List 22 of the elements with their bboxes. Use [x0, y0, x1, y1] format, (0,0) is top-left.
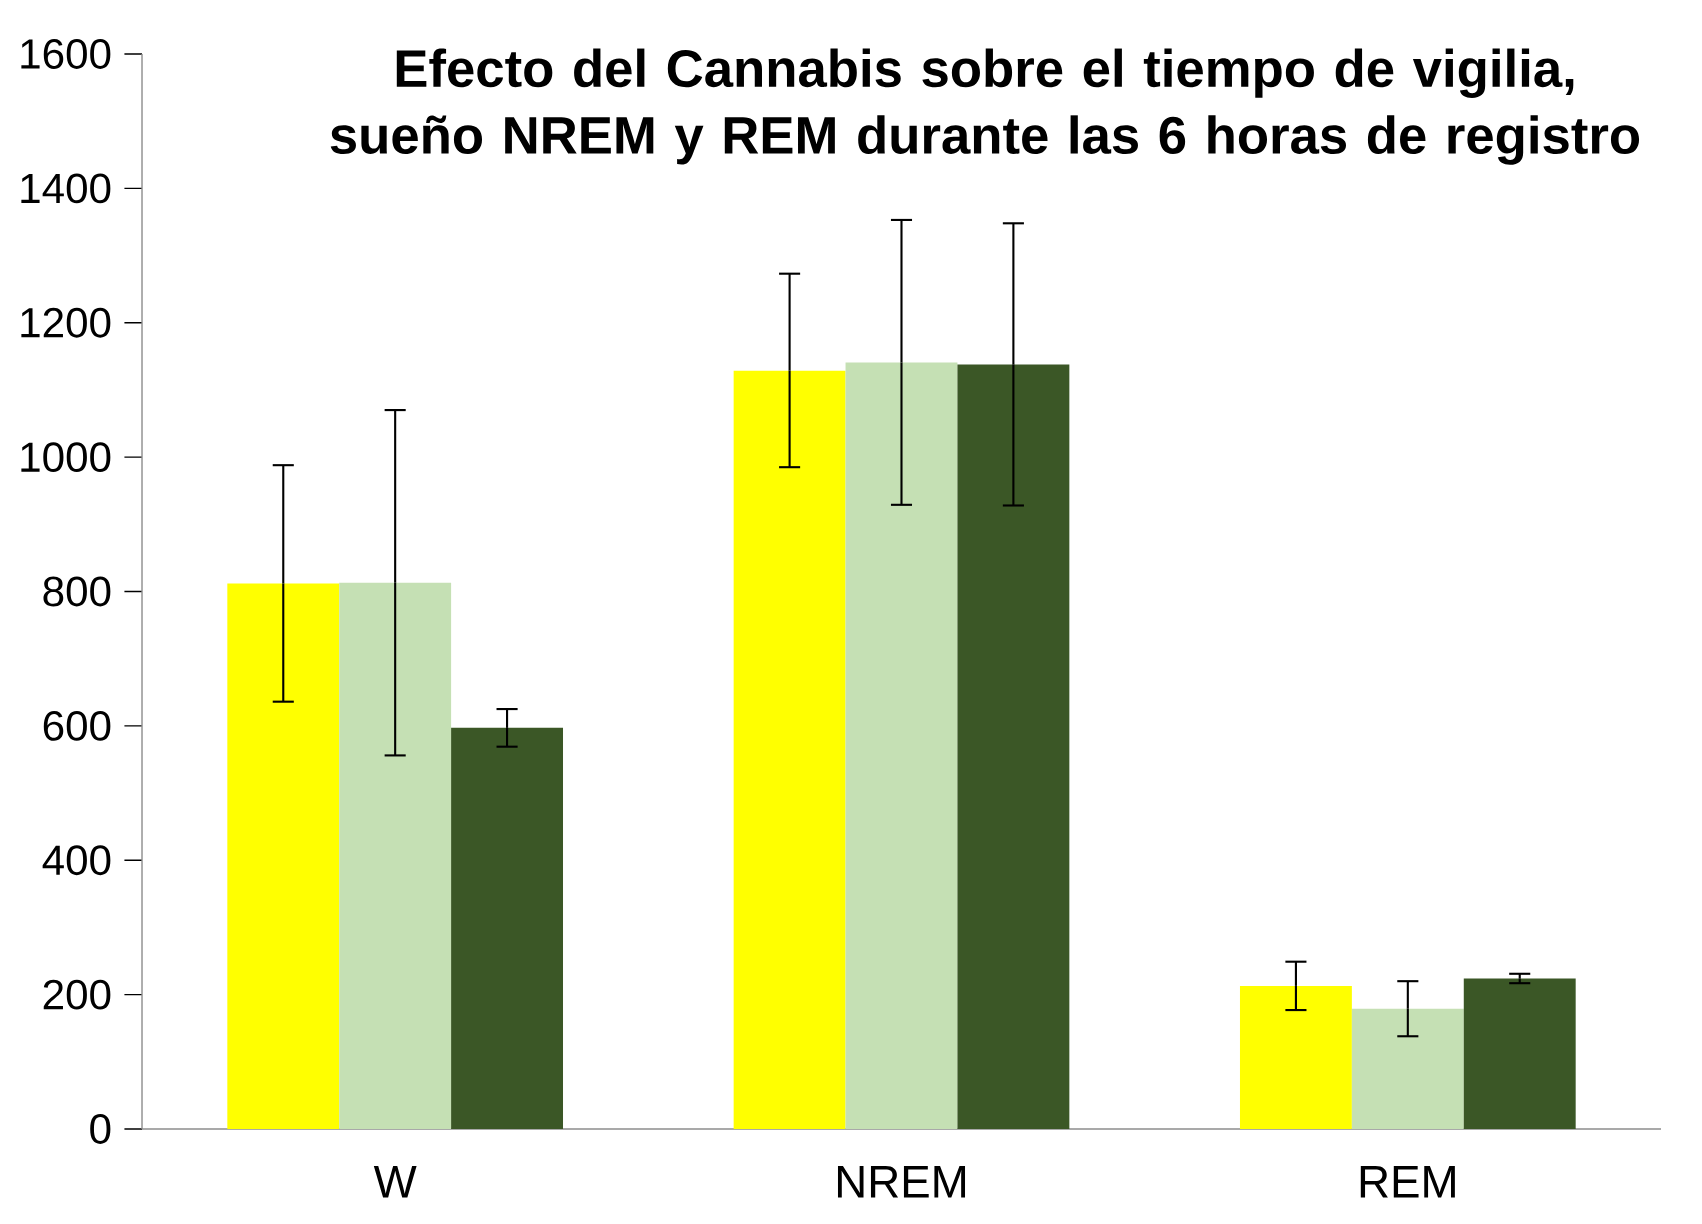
- y-tick-label: 400: [42, 845, 111, 876]
- y-tick-label: 1200: [21, 307, 111, 338]
- y-tick-label: 1600: [21, 39, 111, 69]
- bar: [733, 370, 846, 1129]
- bar: [1463, 978, 1576, 1129]
- y-tick-label: 1400: [21, 173, 111, 204]
- bar: [339, 582, 452, 1129]
- y-tick-label: 0: [90, 1114, 111, 1144]
- y-tick-label: 200: [43, 979, 111, 1010]
- bar: [451, 727, 564, 1129]
- bar: [957, 364, 1070, 1129]
- bar: [1351, 1008, 1464, 1129]
- y-tick-label: 800: [43, 576, 111, 607]
- y-tick-label: 600: [43, 710, 111, 741]
- chart-title: Efecto del Cannabis sobre el tiempo de vigilia, sueño NREM y REM durante las 6 horas de registro: [330, 48, 1640, 165]
- x-tick-label: W: [373, 1166, 417, 1198]
- y-tick-label: 1000: [21, 442, 111, 473]
- x-tick-label: REM: [1360, 1166, 1455, 1198]
- bar: [1239, 985, 1352, 1129]
- bar: [227, 583, 340, 1129]
- x-tick-label: NREM: [837, 1166, 966, 1198]
- bar: [845, 362, 958, 1129]
